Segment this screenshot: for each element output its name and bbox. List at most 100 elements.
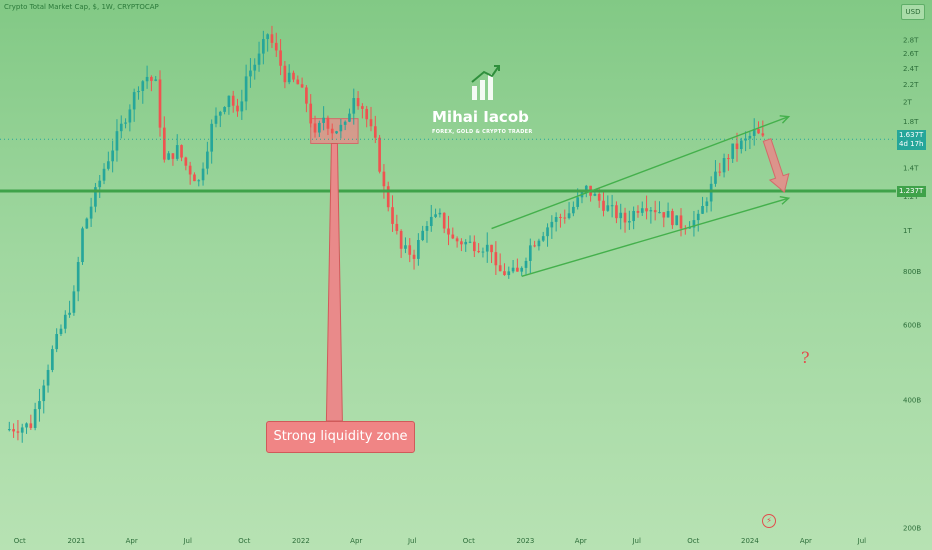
candle-body — [507, 271, 511, 276]
candle-body — [236, 105, 239, 112]
channel-lower-line-arrowhead — [779, 196, 791, 205]
currency-selector[interactable]: USD — [901, 4, 925, 20]
candle-body — [373, 126, 377, 138]
channel-upper-line — [491, 115, 789, 230]
candle-body — [107, 161, 110, 169]
candle-body — [132, 92, 136, 110]
candle-body — [348, 113, 351, 122]
candle-body — [628, 221, 631, 223]
candle-body — [214, 115, 218, 124]
x-tick-label: Oct — [687, 537, 699, 545]
candle-body — [210, 123, 214, 152]
candle-body — [417, 239, 420, 259]
candle-body — [51, 349, 54, 370]
candle-body — [425, 226, 429, 231]
candle-body — [55, 334, 59, 350]
bar-countdown: 4d 17h — [899, 140, 924, 149]
candle-body — [490, 244, 493, 253]
candle-body — [150, 76, 153, 81]
candle-body — [688, 227, 691, 229]
candle-body — [567, 213, 571, 219]
candle-body — [739, 140, 743, 150]
candle-body — [365, 108, 369, 120]
x-tick-label: Apr — [126, 537, 138, 545]
candle-body — [649, 210, 653, 212]
candle-body — [335, 131, 338, 134]
candle-body — [554, 216, 558, 222]
candle-body — [516, 267, 519, 272]
candle-body — [473, 241, 476, 252]
liquidity-zone-label: Strong liquidity zone — [266, 421, 415, 453]
candle-body — [128, 109, 132, 123]
candle-body — [412, 254, 416, 259]
candle-body — [361, 106, 364, 109]
candle-body — [25, 423, 28, 428]
candle-body — [158, 79, 162, 128]
y-tick-label: 1.4T — [903, 165, 919, 173]
candle-body — [528, 245, 532, 261]
candle-body — [761, 133, 765, 136]
candle-body — [658, 212, 661, 214]
candle-body — [326, 117, 330, 129]
candle-body — [287, 72, 291, 83]
candle-body — [201, 168, 205, 181]
candle-body — [421, 230, 424, 240]
candle-body — [193, 174, 196, 182]
candle-body — [735, 143, 739, 150]
candle-body — [559, 216, 562, 218]
y-tick-label: 1.2T — [903, 193, 919, 201]
x-tick-label: 2021 — [67, 537, 85, 545]
candle-body — [38, 401, 41, 410]
candle-body — [63, 314, 67, 329]
candle-body — [602, 200, 605, 211]
candle-body — [714, 171, 717, 184]
y-tick-label: 200B — [903, 525, 921, 533]
candle-body — [679, 215, 683, 229]
liquidity-zone-box — [310, 118, 359, 144]
candle-body — [188, 165, 192, 175]
candle-body — [313, 123, 317, 133]
lightning-icon[interactable]: ⚡ — [762, 514, 776, 528]
candle-body — [727, 158, 730, 160]
candle-body — [12, 429, 15, 432]
candle-body — [369, 119, 373, 127]
candle-body — [98, 180, 102, 188]
candle-body — [434, 214, 437, 217]
candle-body — [218, 111, 222, 116]
candle-body — [692, 220, 696, 228]
candle-body — [154, 79, 158, 81]
brand-tagline: FOREX, GOLD & CRYPTO TRADER — [432, 129, 533, 135]
candle-body — [498, 265, 502, 272]
candle-body — [227, 95, 231, 108]
candle-body — [262, 39, 265, 54]
channel-lower-line — [521, 197, 789, 278]
y-tick-label: 600B — [903, 321, 921, 329]
x-tick-label: Jul — [631, 537, 641, 545]
candle-body — [584, 185, 588, 193]
candle-body — [16, 431, 20, 433]
candle-body — [292, 72, 295, 80]
candle-body — [339, 124, 343, 132]
candle-body — [305, 87, 308, 104]
candle-body — [76, 262, 80, 292]
callout-pointer — [325, 142, 343, 422]
candle-body — [408, 245, 412, 255]
candle-body — [162, 127, 166, 160]
y-tick-label: 2.2T — [903, 81, 919, 89]
candle-body — [550, 221, 554, 228]
candle-body — [386, 186, 390, 208]
candle-body — [145, 76, 149, 82]
y-tick-label: 2.8T — [903, 37, 919, 45]
candle-body — [111, 150, 114, 162]
candle-body — [438, 212, 442, 215]
candle-body — [257, 53, 261, 65]
y-tick-label: 800B — [903, 268, 921, 276]
candle-body — [636, 210, 640, 213]
candle-body — [537, 240, 541, 247]
candle-body — [7, 429, 11, 431]
candle-body — [399, 230, 403, 249]
candle-body — [671, 211, 674, 226]
x-tick-label: 2024 — [741, 537, 759, 545]
candle-body — [593, 193, 597, 196]
